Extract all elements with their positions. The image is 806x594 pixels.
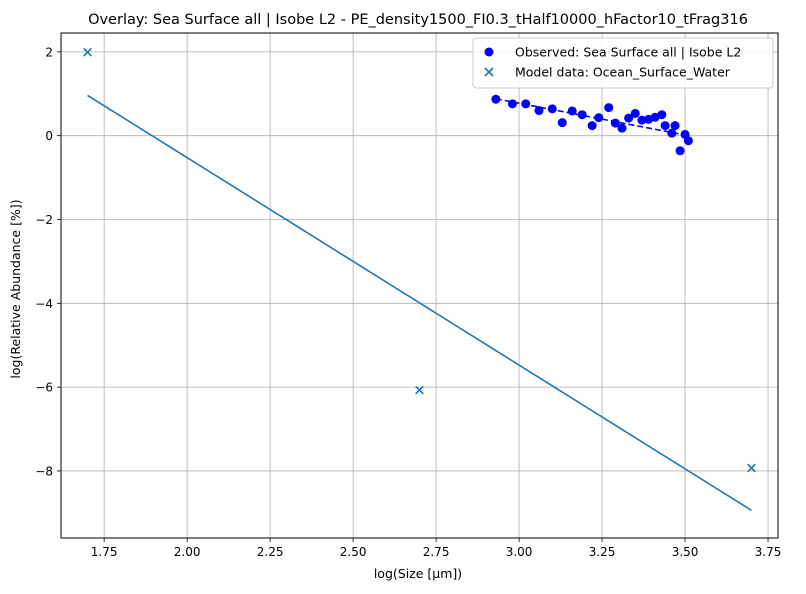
model-data-point — [83, 47, 92, 57]
x-tick-label: 3.75 — [755, 545, 782, 559]
x-tick-label: 3.00 — [506, 545, 533, 559]
legend-observed-label: Observed: Sea Surface all | Isobe L2 — [515, 45, 741, 60]
data-points — [83, 47, 756, 473]
y-tick-label: −6 — [35, 381, 53, 395]
observed-data-point — [675, 146, 685, 156]
legend: Observed: Sea Surface all | Isobe L2 Mod… — [472, 37, 774, 89]
observed-data-point — [534, 106, 544, 116]
observed-data-point — [657, 110, 667, 120]
legend-model-label: Model data: Ocean_Surface_Water — [515, 65, 731, 80]
chart-title: Overlay: Sea Surface all | Isobe L2 - PE… — [88, 12, 748, 28]
y-tick-label: −8 — [35, 464, 53, 478]
observed-data-point — [617, 123, 627, 133]
observed-data-point — [683, 136, 693, 146]
model-fit-line — [87, 94, 752, 512]
x-tick-label: 2.75 — [423, 545, 450, 559]
legend-observed-marker — [484, 47, 494, 57]
model-data-point — [747, 463, 756, 473]
x-tick-label: 2.50 — [340, 545, 367, 559]
observed-data-point — [557, 118, 567, 128]
observed-data-point — [637, 115, 647, 125]
axis-ticks: 1.75 2.00 2.25 2.50 2.75 3.00 3.25 3.50 3.75 −8 −6… — [35, 45, 781, 559]
observed-data-point — [577, 110, 587, 120]
observed-data-point — [507, 99, 517, 109]
observed-data-point — [610, 118, 620, 128]
observed-data-point — [594, 113, 604, 123]
y-tick-label: −2 — [35, 213, 53, 227]
y-tick-label: 0 — [45, 129, 53, 143]
y-axis-label: log(Relative Abundance [%]) — [8, 199, 23, 378]
observed-data-point — [670, 121, 680, 131]
observed-data-point — [667, 128, 677, 138]
x-tick-label: 3.25 — [589, 545, 616, 559]
plot-frame — [60, 32, 779, 539]
y-tick-label: −4 — [35, 297, 53, 311]
x-tick-label: 2.00 — [174, 545, 201, 559]
observed-data-point — [660, 121, 670, 131]
grid — [61, 33, 778, 538]
model-data-point — [415, 385, 424, 395]
x-tick-label: 3.50 — [672, 545, 699, 559]
x-tick-label: 2.25 — [257, 545, 284, 559]
x-axis-label: log(Size [µm]) — [374, 566, 462, 581]
observed-data-point — [491, 94, 501, 104]
observed-data-point — [587, 121, 597, 131]
x-tick-label: 1.75 — [91, 545, 118, 559]
legend-box — [472, 37, 774, 89]
observed-data-point — [547, 104, 557, 114]
observed-data-point — [604, 103, 614, 113]
observed-data-point — [521, 99, 531, 109]
y-tick-label: 2 — [45, 45, 53, 59]
observed-data-point — [630, 108, 640, 118]
observed-data-point — [567, 106, 577, 116]
observed-data-point — [624, 113, 634, 123]
legend-model-marker — [484, 67, 494, 77]
